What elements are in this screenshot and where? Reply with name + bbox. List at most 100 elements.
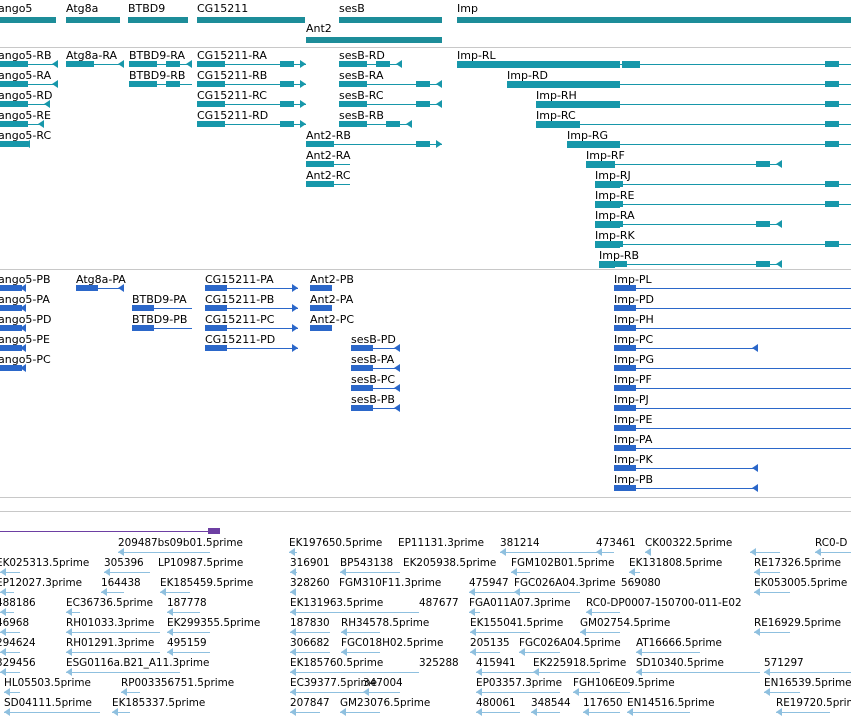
est-label[interactable]: 328260	[290, 577, 330, 589]
est-label[interactable]: EK197650.5prime	[289, 537, 383, 549]
exon-block[interactable]	[339, 121, 367, 127]
transcript-label[interactable]: Imp-RB	[599, 249, 640, 262]
exon-block[interactable]	[0, 141, 28, 147]
protein-label[interactable]: Imp-PA	[614, 433, 653, 446]
cds-block[interactable]	[614, 365, 636, 371]
est-label[interactable]: EN14516.5prime	[627, 697, 715, 709]
exon-block[interactable]	[339, 61, 367, 67]
cds-block[interactable]	[132, 325, 154, 331]
est-alignment[interactable]	[531, 712, 560, 713]
protein-line[interactable]	[132, 328, 192, 329]
est-label[interactable]: 487677	[419, 597, 459, 609]
est-label[interactable]: 187830	[290, 617, 330, 629]
est-label[interactable]: 569080	[621, 577, 661, 589]
protein-line[interactable]	[205, 308, 298, 309]
est-alignment[interactable]	[290, 692, 363, 693]
transcript-line[interactable]	[567, 144, 851, 145]
cds-block[interactable]	[614, 485, 636, 491]
exon-block[interactable]	[339, 81, 367, 87]
est-alignment[interactable]	[167, 632, 210, 633]
est-alignment[interactable]	[573, 692, 630, 693]
est-label[interactable]: EP12027.3prime	[0, 577, 83, 589]
cds-block[interactable]	[351, 405, 373, 411]
transcript-line[interactable]	[339, 64, 402, 65]
est-alignment[interactable]	[511, 572, 530, 573]
est-label[interactable]: 325288	[419, 657, 459, 669]
protein-line[interactable]	[614, 468, 758, 469]
est-alignment[interactable]	[764, 672, 851, 673]
est-alignment[interactable]	[750, 552, 780, 553]
protein-label[interactable]: CG15211-PD	[205, 333, 276, 346]
transcript-label[interactable]: Imp-RG	[567, 129, 609, 142]
protein-line[interactable]	[351, 348, 400, 349]
est-label[interactable]: EK025313.5prime	[0, 557, 90, 569]
transcript-line[interactable]	[197, 104, 306, 105]
gene-bar[interactable]	[306, 37, 442, 43]
transcript-label[interactable]: ango5-RD	[0, 89, 53, 102]
est-label[interactable]: EC36736.5prime	[66, 597, 154, 609]
est-alignment[interactable]	[0, 572, 20, 573]
cds-block[interactable]	[614, 285, 636, 291]
cds-block[interactable]	[0, 345, 22, 351]
transcript-line[interactable]	[507, 84, 851, 85]
est-alignment[interactable]	[0, 592, 14, 593]
est-alignment[interactable]	[636, 652, 700, 653]
transcript-label[interactable]: BTBD9-RB	[129, 69, 186, 82]
protein-line[interactable]	[614, 448, 851, 449]
exon-block[interactable]	[595, 241, 620, 248]
est-alignment[interactable]	[290, 712, 320, 713]
transcript-label[interactable]: ango5-RC	[0, 129, 52, 142]
est-label[interactable]: FGC026A04.5prime	[519, 637, 621, 649]
est-label[interactable]: FGC026A04.3prime	[514, 577, 616, 589]
protein-line[interactable]	[614, 388, 851, 389]
cds-block[interactable]	[132, 305, 154, 311]
est-label[interactable]: EP11131.3prime	[398, 537, 485, 549]
exon-block[interactable]	[166, 61, 180, 67]
transcript-line[interactable]	[457, 64, 851, 65]
est-label[interactable]: CK00322.5prime	[645, 537, 733, 549]
est-alignment[interactable]	[470, 632, 530, 633]
gene-bar[interactable]	[457, 17, 851, 23]
est-label[interactable]: 209487bs09b01.5prime	[118, 537, 243, 549]
est-alignment[interactable]	[0, 632, 20, 633]
cds-block[interactable]	[351, 385, 373, 391]
exon-block[interactable]	[416, 101, 430, 107]
exon-block[interactable]	[166, 81, 180, 87]
exon-block[interactable]	[599, 261, 615, 268]
exon-block[interactable]	[825, 241, 839, 247]
protein-line[interactable]	[614, 488, 758, 489]
protein-line[interactable]	[351, 388, 400, 389]
est-label[interactable]: 329456	[0, 657, 36, 669]
est-label[interactable]: ESG0116a.B21_A11.3prime	[66, 657, 210, 669]
est-label[interactable]: RE16929.5prime	[754, 617, 842, 629]
transcript-line[interactable]	[339, 124, 412, 125]
est-label[interactable]: 473461	[596, 537, 636, 549]
transcript-line[interactable]	[586, 164, 782, 165]
transcript-label[interactable]: Ant2-RA	[306, 149, 351, 162]
protein-label[interactable]: Imp-PJ	[614, 393, 649, 406]
est-label[interactable]: 348544	[531, 697, 571, 709]
est-label[interactable]: EK299355.5prime	[167, 617, 261, 629]
est-alignment[interactable]	[290, 612, 419, 613]
est-label[interactable]: EK131963.5prime	[290, 597, 384, 609]
est-label[interactable]: 571297	[764, 657, 804, 669]
cds-block[interactable]	[351, 365, 373, 371]
transcript-line[interactable]	[599, 264, 782, 265]
est-alignment[interactable]	[66, 652, 160, 653]
protein-line[interactable]	[614, 408, 851, 409]
transcript-label[interactable]: Ant2-RB	[306, 129, 351, 142]
est-alignment[interactable]	[363, 692, 400, 693]
protein-label[interactable]: sesB-PD	[351, 333, 396, 346]
est-alignment[interactable]	[66, 672, 180, 673]
est-alignment[interactable]	[121, 692, 140, 693]
cds-block[interactable]	[205, 305, 227, 311]
est-label[interactable]: 381214	[500, 537, 540, 549]
exon-block[interactable]	[339, 101, 367, 107]
cds-block[interactable]	[0, 285, 22, 291]
est-alignment[interactable]	[754, 592, 790, 593]
est-label[interactable]: FGH106E09.5prime	[573, 677, 675, 689]
transcript-label[interactable]: Ant2-RC	[306, 169, 351, 182]
est-label[interactable]: 205135	[470, 637, 510, 649]
est-alignment[interactable]	[776, 712, 830, 713]
protein-line[interactable]	[132, 308, 192, 309]
